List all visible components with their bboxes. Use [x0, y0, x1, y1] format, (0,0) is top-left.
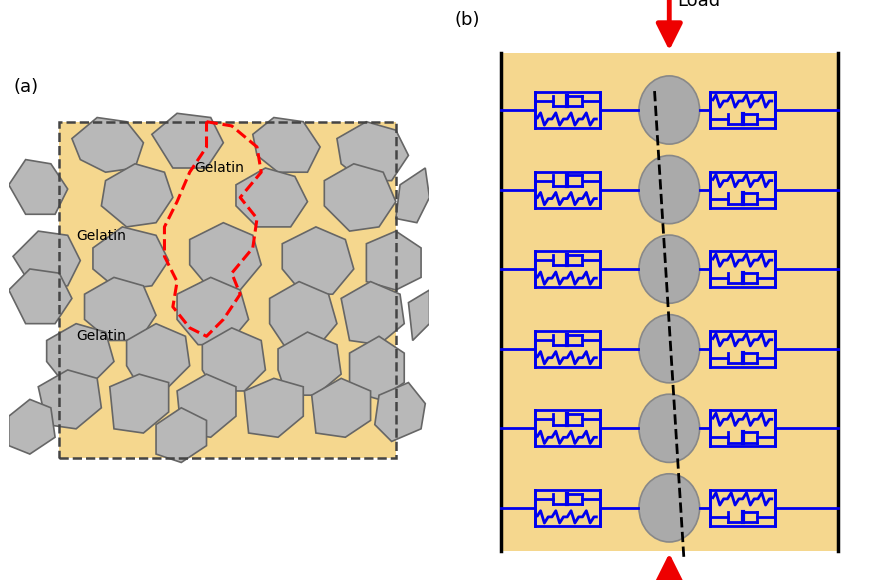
Polygon shape — [177, 277, 248, 345]
Bar — [710, 92, 775, 128]
Polygon shape — [47, 324, 114, 383]
Text: Load: Load — [678, 0, 721, 10]
Polygon shape — [72, 118, 143, 172]
Polygon shape — [152, 113, 224, 168]
Polygon shape — [101, 164, 172, 227]
Bar — [710, 490, 775, 526]
Polygon shape — [375, 383, 425, 441]
Polygon shape — [38, 370, 101, 429]
Text: Gelatin: Gelatin — [77, 329, 127, 343]
Polygon shape — [93, 227, 169, 290]
Polygon shape — [278, 332, 341, 395]
Polygon shape — [341, 281, 404, 345]
Bar — [59, 122, 396, 458]
Polygon shape — [269, 281, 337, 349]
Bar — [710, 172, 775, 208]
Ellipse shape — [639, 155, 700, 224]
Polygon shape — [9, 269, 72, 324]
Polygon shape — [396, 168, 429, 223]
Ellipse shape — [639, 76, 700, 144]
Bar — [59, 122, 396, 458]
Polygon shape — [337, 122, 408, 180]
Bar — [535, 172, 600, 208]
Text: (a): (a) — [13, 78, 38, 96]
Polygon shape — [13, 231, 80, 290]
Polygon shape — [253, 118, 320, 172]
Bar — [501, 53, 838, 550]
Bar — [535, 251, 600, 287]
Polygon shape — [156, 408, 207, 462]
Polygon shape — [282, 227, 354, 294]
Polygon shape — [202, 328, 266, 391]
Bar — [710, 331, 775, 367]
Polygon shape — [84, 277, 156, 340]
Polygon shape — [9, 400, 55, 454]
Bar — [710, 251, 775, 287]
Bar — [535, 331, 600, 367]
Bar — [710, 410, 775, 447]
Polygon shape — [349, 336, 404, 400]
Polygon shape — [366, 231, 421, 290]
Text: (b): (b) — [455, 11, 480, 29]
Polygon shape — [408, 290, 429, 340]
Polygon shape — [312, 378, 370, 437]
Text: Gelatin: Gelatin — [77, 229, 127, 242]
Ellipse shape — [639, 394, 700, 462]
Bar — [535, 410, 600, 447]
Polygon shape — [127, 324, 190, 387]
Polygon shape — [177, 374, 236, 437]
Polygon shape — [325, 164, 396, 231]
Polygon shape — [245, 378, 304, 437]
Ellipse shape — [639, 474, 700, 542]
Text: Gelatin: Gelatin — [194, 161, 244, 175]
Polygon shape — [190, 223, 261, 290]
Bar — [535, 92, 600, 128]
Polygon shape — [236, 168, 307, 227]
Ellipse shape — [639, 235, 700, 303]
Ellipse shape — [639, 314, 700, 383]
Polygon shape — [9, 160, 68, 214]
Bar — [535, 490, 600, 526]
Polygon shape — [110, 374, 169, 433]
